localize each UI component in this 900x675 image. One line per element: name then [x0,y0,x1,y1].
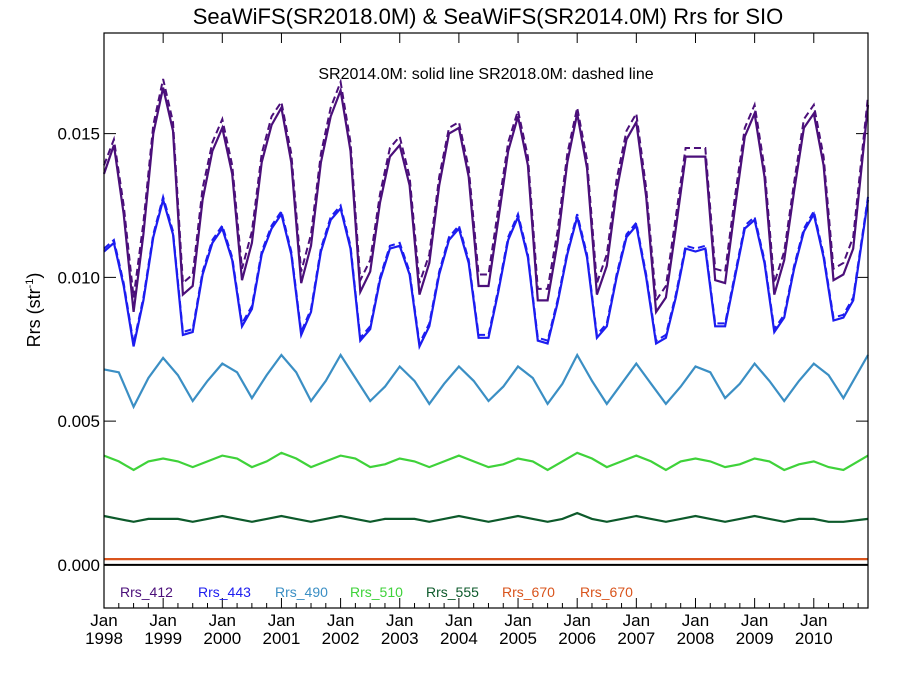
y-tick-label: 0.010 [57,268,100,287]
x-tick-month-label: Jan [386,611,413,630]
x-tick-month-label: Jan [563,611,590,630]
x-tick-year-label: 1998 [85,629,123,648]
rrs-412-sr2018-dashed-line [103,78,869,304]
x-tick-year-label: 2006 [558,629,596,648]
x-tick-month-label: Jan [741,611,768,630]
x-tick-year-label: 2009 [736,629,774,648]
y-axis-label-close: ) [24,273,44,279]
x-tick-year-label: 2008 [677,629,715,648]
x-tick-month-label: Jan [90,611,117,630]
x-tick-year-label: 2002 [322,629,360,648]
legend-item: Rrs_670 [580,584,633,600]
rrs-443-sr2018-dashed-line [103,193,869,347]
y-tick-label: 0.000 [57,556,100,575]
y-axis-label: Rrs (str-1) [24,273,44,348]
rrs-412-sr2014-solid-line [102,86,870,316]
x-tick-month-label: Jan [149,611,176,630]
legend-item: Rrs_670 [502,584,555,600]
y-axis-label-text: Rrs (str [24,288,44,347]
legend-item: Rrs_490 [275,584,328,600]
chart-title: SeaWiFS(SR2018.0M) & SeaWiFS(SR2014.0M) … [193,4,784,29]
x-tick-year-label: 1999 [144,629,182,648]
legend-item: Rrs_412 [120,584,173,600]
x-tick-month-label: Jan [800,611,827,630]
svg-text:Rrs (str-1): Rrs (str-1) [24,273,44,348]
x-tick-year-label: 2010 [795,629,833,648]
rrs-443-sr2014-solid-line [103,195,870,351]
x-tick-month-label: Jan [209,611,236,630]
rrs-490-sr2014-solid-line [103,352,869,410]
x-tick-year-label: 2005 [499,629,537,648]
x-tick-month-label: Jan [623,611,650,630]
y-axis-label-superscript: -1 [24,279,36,289]
y-tick-label: 0.015 [57,125,100,144]
x-tick-year-label: 2001 [263,629,301,648]
rrs-510-sr2014-solid-line [103,451,869,472]
x-tick-year-label: 2000 [203,629,241,648]
x-tick-month-label: Jan [504,611,531,630]
legend-item: Rrs_555 [426,584,479,600]
x-tick-year-label: 2003 [381,629,419,648]
x-tick-month-label: Jan [327,611,354,630]
plot-frame [103,32,869,609]
x-tick-month-label: Jan [682,611,709,630]
x-tick-year-label: 2007 [617,629,655,648]
rrs-555-sr2014-solid-line [103,511,869,523]
x-tick-month-label: Jan [268,611,295,630]
legend-item: Rrs_443 [198,584,251,600]
y-tick-label: 0.005 [57,412,100,431]
plot-area: 0.0000.0050.0100.015Jan1998Jan1999Jan200… [57,33,870,648]
chart-subtitle: SR2014.0M: solid line SR2018.0M: dashed … [318,66,653,83]
x-tick-year-label: 2004 [440,629,478,648]
x-tick-month-label: Jan [445,611,472,630]
legend-item: Rrs_510 [350,584,403,600]
